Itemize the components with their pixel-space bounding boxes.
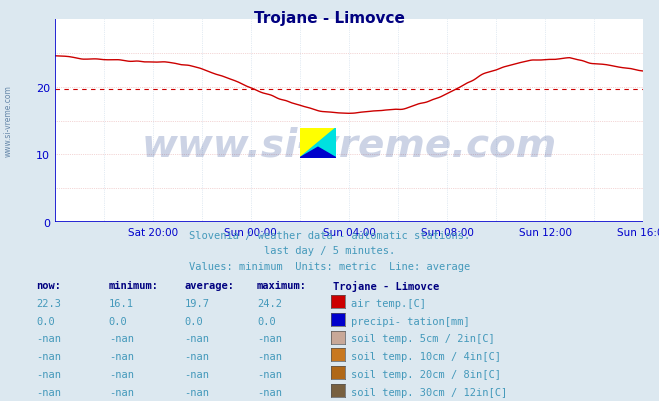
Text: Values: minimum  Units: metric  Line: average: Values: minimum Units: metric Line: aver… — [189, 261, 470, 271]
Text: soil temp. 10cm / 4in[C]: soil temp. 10cm / 4in[C] — [351, 351, 501, 361]
Text: -nan: -nan — [36, 369, 61, 379]
Text: -nan: -nan — [36, 387, 61, 397]
Text: -nan: -nan — [185, 387, 210, 397]
Text: -nan: -nan — [36, 351, 61, 361]
Text: now:: now: — [36, 281, 61, 291]
Text: minimum:: minimum: — [109, 281, 159, 291]
Polygon shape — [300, 128, 336, 158]
Text: Trojane - Limovce: Trojane - Limovce — [333, 281, 439, 292]
Text: www.si-vreme.com: www.si-vreme.com — [3, 85, 13, 156]
Text: 0.0: 0.0 — [185, 316, 203, 326]
Text: -nan: -nan — [185, 351, 210, 361]
Text: -nan: -nan — [257, 334, 282, 344]
Text: precipi- tation[mm]: precipi- tation[mm] — [351, 316, 470, 326]
Text: maximum:: maximum: — [257, 281, 307, 291]
Text: average:: average: — [185, 281, 235, 291]
Text: www.si-vreme.com: www.si-vreme.com — [141, 127, 557, 164]
Text: -nan: -nan — [109, 369, 134, 379]
Text: -nan: -nan — [257, 351, 282, 361]
Text: 0.0: 0.0 — [109, 316, 127, 326]
Text: 0.0: 0.0 — [36, 316, 55, 326]
Text: -nan: -nan — [185, 334, 210, 344]
Text: -nan: -nan — [257, 387, 282, 397]
Text: -nan: -nan — [109, 387, 134, 397]
Text: 24.2: 24.2 — [257, 298, 282, 308]
Text: -nan: -nan — [257, 369, 282, 379]
Text: -nan: -nan — [109, 351, 134, 361]
Text: Trojane - Limovce: Trojane - Limovce — [254, 11, 405, 26]
Text: soil temp. 20cm / 8in[C]: soil temp. 20cm / 8in[C] — [351, 369, 501, 379]
Text: air temp.[C]: air temp.[C] — [351, 298, 426, 308]
Text: 16.1: 16.1 — [109, 298, 134, 308]
Text: soil temp. 30cm / 12in[C]: soil temp. 30cm / 12in[C] — [351, 387, 507, 397]
Text: -nan: -nan — [36, 334, 61, 344]
Text: -nan: -nan — [185, 369, 210, 379]
Text: -nan: -nan — [109, 334, 134, 344]
Text: 0.0: 0.0 — [257, 316, 275, 326]
Text: last day / 5 minutes.: last day / 5 minutes. — [264, 246, 395, 256]
Text: 22.3: 22.3 — [36, 298, 61, 308]
Polygon shape — [300, 128, 336, 158]
Text: Slovenia / weather data - automatic stations.: Slovenia / weather data - automatic stat… — [189, 231, 470, 241]
Polygon shape — [300, 148, 336, 158]
Text: 19.7: 19.7 — [185, 298, 210, 308]
Text: soil temp. 5cm / 2in[C]: soil temp. 5cm / 2in[C] — [351, 334, 495, 344]
